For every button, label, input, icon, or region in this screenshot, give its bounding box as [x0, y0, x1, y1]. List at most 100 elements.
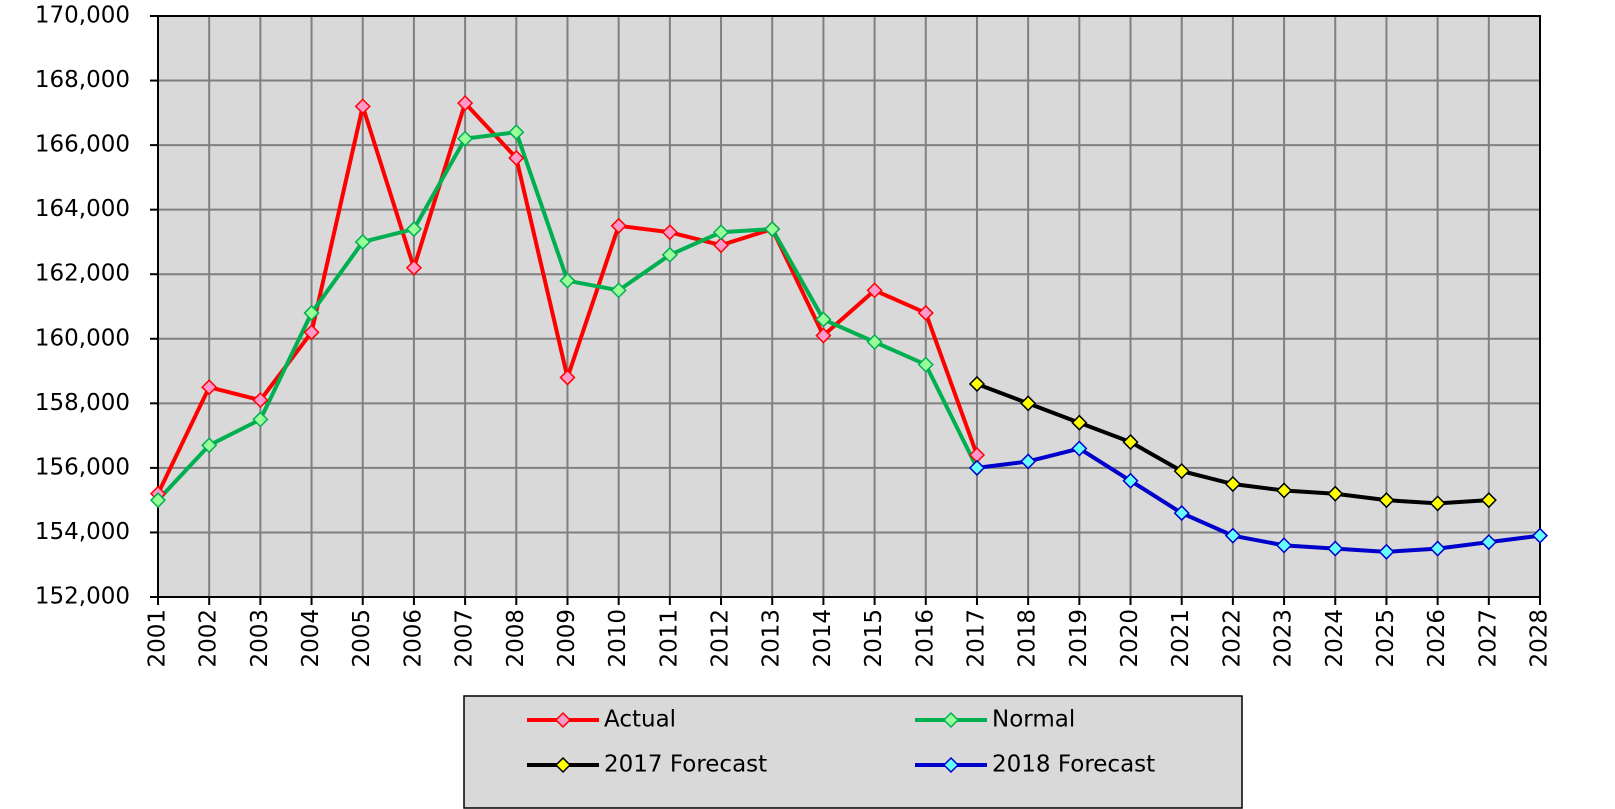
y-tick-label: 168,000 — [35, 67, 130, 93]
marker — [201, 437, 218, 454]
marker — [968, 459, 986, 476]
marker — [1378, 543, 1395, 560]
marker — [559, 272, 576, 289]
x-tick-label: 2010 — [605, 609, 631, 668]
marker — [610, 282, 627, 299]
marker — [610, 217, 627, 234]
x-tick-label: 2008 — [503, 609, 529, 668]
series-line — [976, 446, 1541, 554]
legend-marker — [554, 756, 572, 774]
legend-marker — [942, 756, 960, 774]
y-tick-label: 170,000 — [35, 3, 130, 29]
y-tick-label: 154,000 — [35, 519, 130, 545]
marker — [1122, 472, 1139, 489]
x-tick-label: 2023 — [1271, 609, 1297, 668]
x-tick-label: 2016 — [912, 609, 938, 668]
marker — [457, 130, 474, 147]
x-tick-label: 2007 — [452, 609, 478, 668]
marker — [1429, 495, 1446, 512]
marker — [1173, 463, 1190, 480]
x-tick-label: 2014 — [810, 609, 836, 668]
marker — [1327, 540, 1344, 557]
marker — [815, 327, 832, 344]
marker — [1071, 440, 1088, 457]
marker — [354, 98, 371, 115]
marker — [661, 224, 678, 241]
marker — [1224, 475, 1241, 493]
marker — [405, 220, 422, 238]
y-tick-label: 152,000 — [35, 584, 130, 610]
x-tick-label: 2019 — [1066, 609, 1092, 668]
marker — [1276, 537, 1293, 554]
x-tick-label: 2022 — [1219, 609, 1245, 668]
y-tick-label: 156,000 — [35, 454, 130, 480]
marker — [1429, 540, 1446, 557]
marker — [1480, 534, 1497, 551]
x-tick-label: 2011 — [656, 609, 682, 668]
x-tick-label: 2012 — [708, 609, 734, 668]
marker — [1378, 492, 1395, 509]
x-tick-label: 2024 — [1322, 609, 1348, 668]
x-tick-label: 2004 — [298, 609, 324, 668]
x-tick-label: 2020 — [1117, 609, 1143, 668]
marker — [201, 379, 218, 396]
marker — [866, 333, 883, 351]
y-tick-label: 164,000 — [35, 196, 130, 222]
y-tick-label: 158,000 — [35, 390, 130, 416]
x-tick-label: 2018 — [1015, 609, 1041, 668]
marker — [405, 259, 422, 276]
legend-label: 2018 Forecast — [992, 752, 1155, 778]
legend-label: Actual — [604, 707, 676, 733]
legend-marker — [942, 711, 960, 729]
plot-area — [158, 16, 1540, 597]
marker — [149, 492, 167, 509]
marker — [1173, 505, 1190, 522]
x-tick-label: 2005 — [349, 609, 375, 668]
plot-border — [157, 15, 1541, 598]
marker — [252, 411, 269, 428]
marker — [1224, 527, 1241, 544]
marker — [1276, 482, 1293, 499]
x-tick-label: 2027 — [1475, 609, 1501, 668]
marker — [252, 392, 269, 409]
marker — [917, 356, 934, 373]
y-tick-label: 160,000 — [35, 325, 130, 351]
marker — [968, 375, 986, 393]
marker — [354, 233, 371, 251]
marker — [712, 237, 730, 254]
x-tick-label: 2026 — [1424, 609, 1450, 668]
marker — [866, 282, 883, 299]
marker — [1531, 527, 1549, 544]
x-tick-label: 2017 — [963, 609, 989, 668]
marker — [712, 224, 730, 241]
marker — [1122, 434, 1139, 451]
marker — [1020, 395, 1037, 412]
x-tick-label: 2009 — [554, 609, 580, 668]
y-tick-label: 162,000 — [35, 261, 130, 287]
marker — [661, 246, 678, 263]
x-tick-label: 2028 — [1527, 609, 1553, 668]
x-tick-label: 2002 — [196, 609, 222, 668]
marker — [764, 220, 781, 238]
legend-box — [463, 695, 1243, 809]
x-tick-label: 2003 — [247, 609, 273, 668]
x-tick-label: 2021 — [1168, 609, 1194, 668]
y-tick-label: 166,000 — [35, 132, 130, 158]
marker — [1071, 414, 1088, 431]
x-tick-label: 2006 — [400, 609, 426, 668]
legend-marker — [554, 711, 572, 729]
legend-label: 2017 Forecast — [604, 752, 767, 778]
marker — [508, 124, 525, 141]
marker — [303, 324, 320, 341]
x-tick-label: 2001 — [145, 609, 171, 668]
marker — [815, 311, 832, 328]
marker — [1020, 453, 1037, 470]
x-tick-label: 2015 — [861, 609, 887, 668]
marker — [303, 304, 320, 322]
marker — [1480, 492, 1497, 509]
marker — [457, 95, 474, 112]
marker — [917, 304, 934, 322]
marker — [508, 149, 525, 167]
